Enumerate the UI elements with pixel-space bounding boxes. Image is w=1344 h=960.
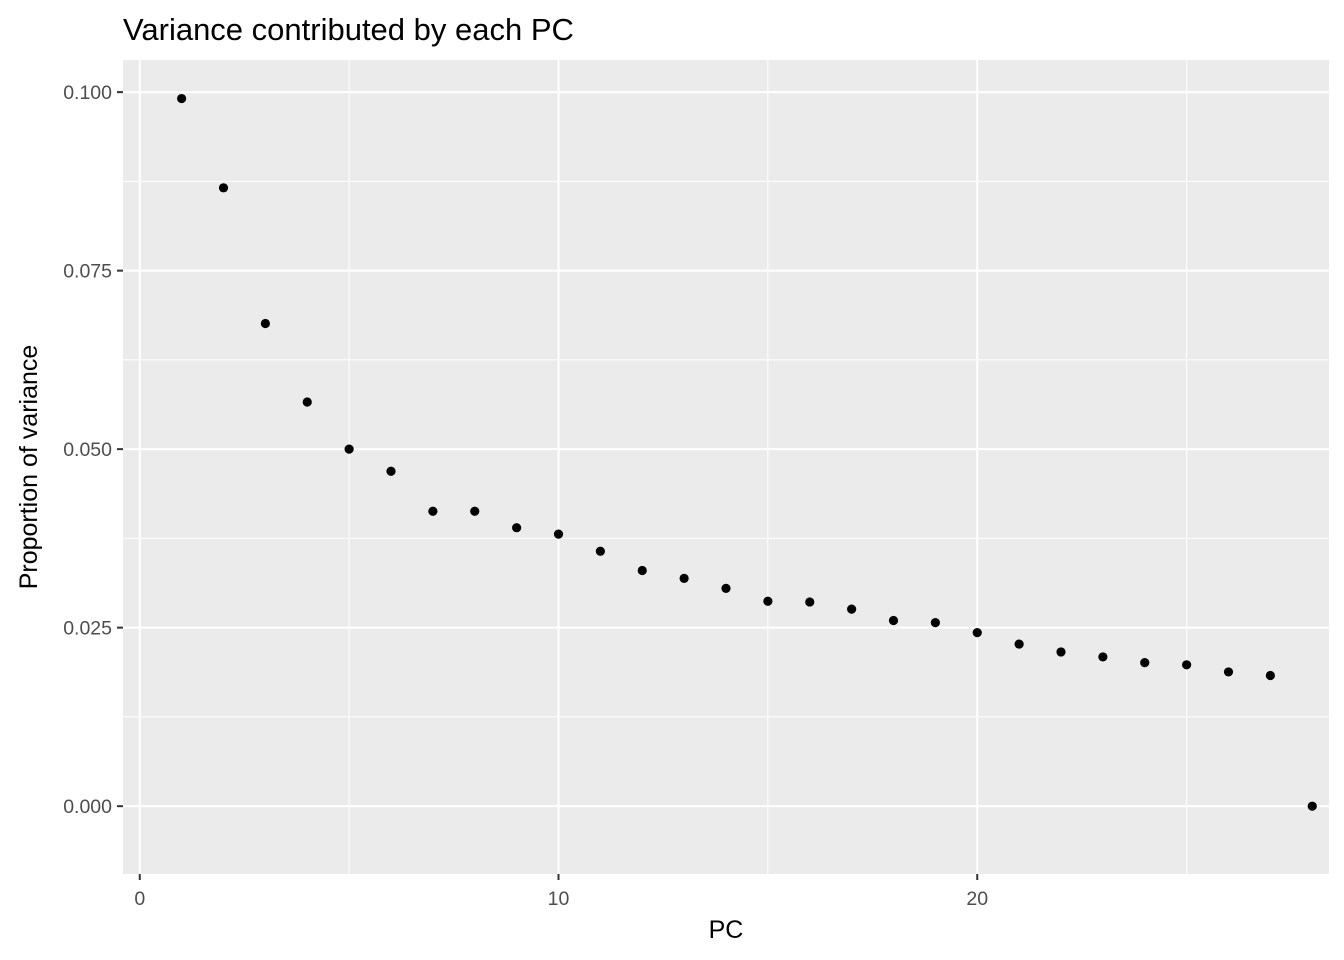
chart-title: Variance contributed by each PC bbox=[123, 12, 574, 47]
data-point bbox=[763, 596, 773, 606]
data-point bbox=[1140, 658, 1150, 668]
data-points bbox=[177, 93, 1317, 811]
y-axis: 0.000 0.025 0.050 0.075 0.100 bbox=[63, 82, 123, 818]
data-point bbox=[302, 397, 312, 407]
data-point bbox=[1014, 639, 1024, 649]
data-point bbox=[1182, 660, 1192, 670]
data-point bbox=[1098, 652, 1108, 662]
data-point bbox=[637, 565, 647, 576]
x-tick-label: 10 bbox=[548, 888, 570, 910]
data-point bbox=[595, 546, 605, 556]
data-point bbox=[972, 628, 982, 638]
x-tick-label: 0 bbox=[134, 888, 145, 910]
data-point bbox=[177, 93, 187, 104]
data-point bbox=[260, 318, 270, 329]
plot-panel bbox=[123, 60, 1329, 874]
y-axis-title: Proportion of variance bbox=[15, 345, 43, 590]
minor-gridlines bbox=[123, 60, 1329, 874]
y-tick-label: 0.025 bbox=[63, 618, 112, 640]
y-tick-label: 0.000 bbox=[63, 796, 112, 818]
data-point bbox=[512, 523, 522, 533]
data-point bbox=[1265, 670, 1275, 681]
data-point bbox=[805, 597, 815, 607]
data-point bbox=[1223, 667, 1234, 677]
data-point bbox=[721, 583, 731, 593]
data-point bbox=[428, 506, 438, 516]
data-point bbox=[847, 604, 857, 614]
major-gridlines bbox=[123, 60, 1329, 874]
data-point bbox=[553, 529, 564, 539]
data-point bbox=[930, 618, 940, 628]
x-axis-title: PC bbox=[709, 916, 744, 944]
data-point bbox=[386, 466, 396, 476]
data-point bbox=[470, 506, 480, 516]
data-point bbox=[1307, 801, 1317, 811]
y-tick-label: 0.050 bbox=[63, 439, 112, 461]
x-tick-label: 20 bbox=[966, 888, 988, 910]
y-tick-label: 0.100 bbox=[63, 82, 112, 104]
data-point bbox=[1056, 647, 1066, 657]
data-point bbox=[344, 444, 354, 454]
data-point bbox=[218, 183, 229, 193]
data-point bbox=[888, 615, 899, 626]
x-axis: 0 10 20 bbox=[134, 874, 988, 910]
data-point bbox=[679, 573, 689, 583]
y-tick-label: 0.075 bbox=[63, 261, 112, 283]
